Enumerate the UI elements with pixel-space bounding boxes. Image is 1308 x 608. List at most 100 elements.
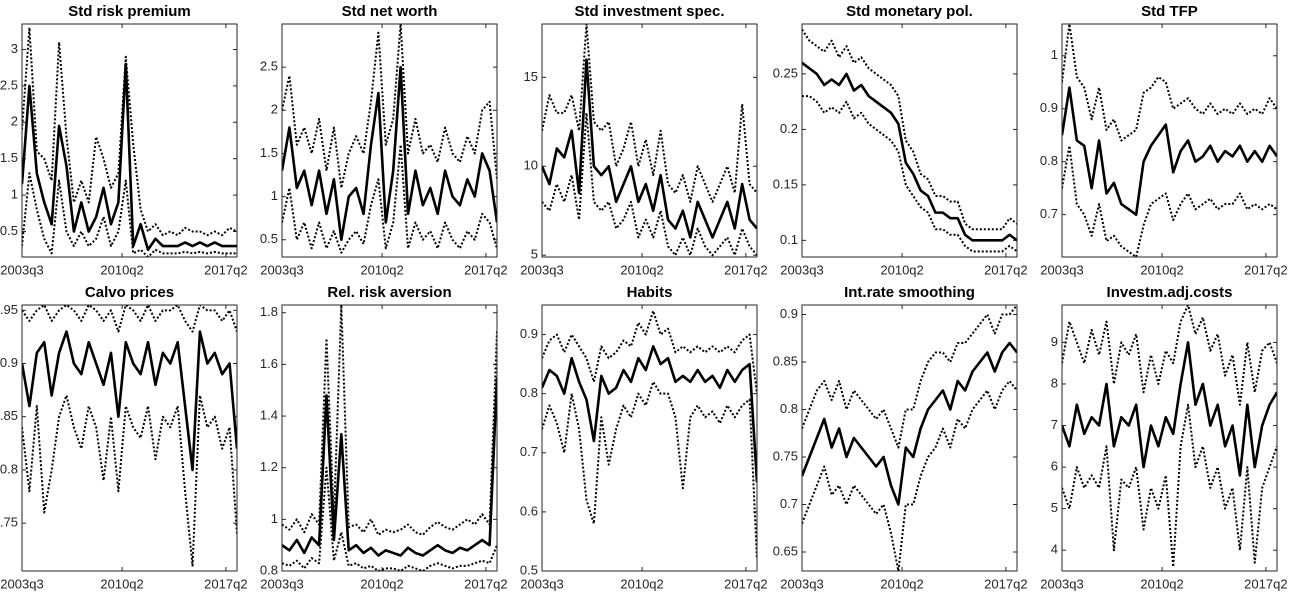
subplot: Std risk premium 0.5 1 1.5 2 2.5 3 2003q3 2010q2…: [0, 3, 248, 277]
plot-frame: [1061, 23, 1278, 258]
y-tick-label: 0.95: [0, 302, 18, 317]
y-tick-label: 1.5: [0, 150, 18, 165]
y-tick-label: 2: [11, 114, 18, 129]
y-tick-label: 0.8: [780, 401, 798, 416]
x-tick-label: 2003q3: [260, 576, 303, 591]
y-tick-label: 0.1: [780, 232, 798, 247]
y-tick-label: 0.85: [773, 353, 798, 368]
band-line: [542, 309, 757, 394]
y-tick-label: 1.6: [260, 356, 278, 371]
y-tick-label: 5: [531, 247, 538, 262]
y-tick-label: 15: [524, 69, 538, 84]
y-tick-label: 0.6: [520, 503, 538, 518]
plot-frame: [281, 23, 498, 258]
band-line: [542, 380, 757, 560]
y-tick-label: 0.9: [0, 355, 18, 370]
x-tick-label: 2010q2: [100, 576, 143, 591]
subplot-title: Std monetary pol.: [846, 3, 973, 20]
y-tick-label: 0.5: [0, 223, 18, 238]
subplot-title: Std risk premium: [68, 3, 191, 20]
y-tick-label: 2: [271, 102, 278, 117]
y-tick-label: 3: [11, 41, 18, 56]
y-tick-label: 0.5: [260, 231, 278, 246]
y-tick-label: 0.8: [0, 461, 18, 476]
y-tick-label: 0.9: [780, 306, 798, 321]
band-line: [22, 305, 237, 333]
median-line: [1062, 86, 1277, 216]
y-tick-label: 0.8: [260, 562, 278, 577]
band-line: [1062, 305, 1277, 406]
band-line: [22, 172, 237, 257]
plot-frame: [541, 304, 758, 572]
x-tick-label: 2010q2: [1140, 262, 1183, 277]
band-line: [282, 305, 497, 536]
plot-lines: [542, 24, 757, 257]
y-tick-label: 1: [11, 187, 18, 202]
subplot: Std monetary pol. 0.1 0.15 0.2 0.25 2003q3 201…: [773, 3, 1028, 277]
median-line: [542, 345, 757, 483]
plot-frame: [281, 304, 498, 572]
x-tick-label: 2003q3: [0, 576, 43, 591]
y-tick-label: 1.5: [260, 145, 278, 160]
y-tick-label: 0.8: [1040, 153, 1058, 168]
subplot: Habits 0.5 0.6 0.7 0.8 0.9 2003q3 2010q2 2017q2: [520, 284, 768, 591]
plot-frame: [801, 304, 1018, 572]
x-tick-label: 2003q3: [0, 262, 43, 277]
plot-lines: [282, 24, 497, 254]
y-tick-label: 7: [1051, 417, 1058, 432]
y-tick-label: 0.7: [780, 496, 798, 511]
subplot-title: Int.rate smoothing: [844, 284, 975, 301]
x-tick-label: 2010q2: [620, 262, 663, 277]
y-tick-label: 9: [1051, 334, 1058, 349]
plot-frame: [21, 304, 238, 572]
x-tick-label: 2010q2: [620, 576, 663, 591]
plot-lines: [282, 305, 497, 571]
median-line: [802, 61, 1017, 242]
subplot: Rel. risk aversion 0.8 1 1.2 1.4 1.6 1.8 2003q3…: [260, 284, 508, 591]
band-line: [542, 24, 757, 203]
y-tick-label: 1.4: [260, 407, 278, 422]
subplot: Std investment spec. 5 10 15 2003q3 2010q2 201…: [520, 3, 767, 277]
y-tick-label: 1.8: [260, 304, 278, 319]
subplot-title: Habits: [627, 284, 673, 301]
median-line: [282, 65, 497, 242]
median-line: [542, 58, 757, 239]
x-tick-label: 2017q2: [1244, 576, 1287, 591]
plot-frame: [541, 23, 758, 258]
y-tick-label: 0.7: [520, 444, 538, 459]
band-line: [802, 305, 1017, 449]
y-tick-label: 0.75: [0, 515, 18, 530]
subplot-title: Std TFP: [1141, 3, 1198, 20]
band-line: [1062, 144, 1277, 257]
y-tick-label: 2.5: [0, 77, 18, 92]
x-tick-label: 2017q2: [724, 262, 767, 277]
y-tick-label: 0.15: [773, 176, 798, 191]
x-tick-label: 2017q2: [984, 262, 1027, 277]
x-tick-label: 2017q2: [984, 576, 1027, 591]
x-tick-label: 2003q3: [520, 576, 563, 591]
x-tick-label: 2010q2: [360, 576, 403, 591]
y-tick-label: 1.2: [260, 459, 278, 474]
band-line: [22, 26, 237, 237]
subplot: Investm.adj.costs 4 5 6 7 8 9 2003q3 2010q2 2017q…: [1040, 284, 1287, 591]
x-tick-label: 2003q3: [1040, 262, 1083, 277]
y-tick-label: 0.9: [1040, 100, 1058, 115]
band-line: [802, 380, 1017, 571]
plot-lines: [22, 305, 237, 567]
y-tick-label: 0.75: [773, 448, 798, 463]
plot-lines: [1062, 24, 1277, 257]
y-tick-label: 0.7: [1040, 206, 1058, 221]
subplot: Int.rate smoothing 0.65 0.7 0.75 0.8 0.85 0.9 2…: [773, 284, 1028, 591]
y-tick-label: 6: [1051, 459, 1058, 474]
x-tick-label: 2003q3: [780, 576, 823, 591]
band-line: [802, 28, 1017, 231]
y-tick-label: 0.8: [520, 385, 538, 400]
x-tick-label: 2003q3: [520, 262, 563, 277]
subplot-title: Investm.adj.costs: [1107, 284, 1233, 301]
y-tick-label: 0.2: [780, 121, 798, 136]
subplot: Std net worth 0.5 1 1.5 2 2.5 2003q3 2010q2 2017…: [260, 3, 508, 277]
plot-lines: [542, 309, 757, 560]
subplot-title: Rel. risk aversion: [327, 284, 451, 301]
